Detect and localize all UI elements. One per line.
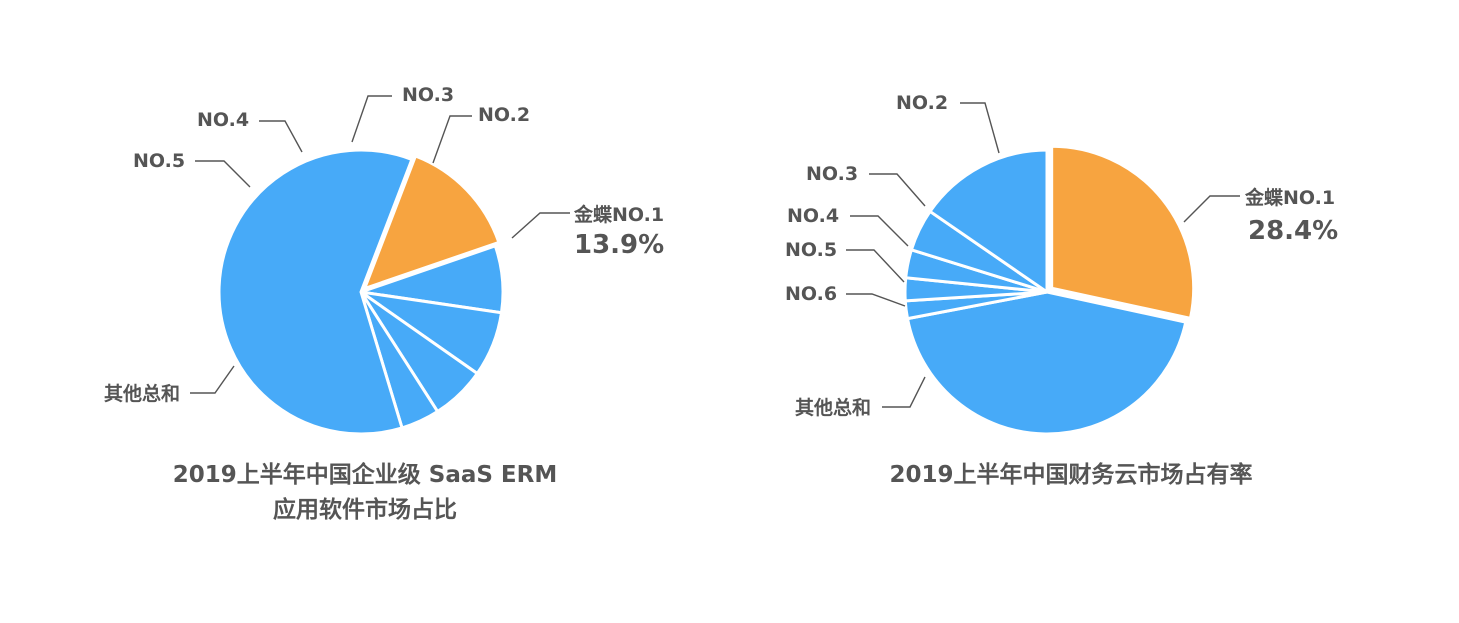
pie-erm-slice-1 (363, 154, 501, 291)
leader-fin-4 (850, 215, 909, 247)
label-erm-other: 其他总和 (104, 382, 180, 405)
value-fin-1: 28.4% (1248, 216, 1338, 246)
label-fin-2: NO.2 (896, 92, 948, 114)
pie-fin-labels: 金蝶NO.1 28.4% NO.2 NO.3 NO.4 NO.5 NO.6 其他… (785, 92, 1338, 419)
pie-erm-labels: 金蝶NO.1 13.9% NO.2 NO.3 NO.4 NO.5 其他总和 (104, 84, 664, 405)
leader-erm-3 (351, 95, 392, 143)
label-fin-4: NO.4 (787, 205, 839, 227)
leader-erm-4 (259, 120, 303, 153)
label-fin-other: 其他总和 (795, 396, 871, 419)
label-erm-4: NO.4 (197, 109, 249, 131)
label-erm-5: NO.5 (133, 150, 185, 172)
label-fin-1: 金蝶NO.1 (1244, 186, 1335, 209)
label-fin-5: NO.5 (785, 239, 837, 261)
chart-title-finance-cloud: 2019上半年中国财务云市场占有率 (889, 461, 1252, 488)
leader-erm-5 (195, 160, 251, 188)
leader-fin-2 (960, 102, 1000, 154)
label-fin-6: NO.6 (785, 283, 837, 305)
chart-title-erm-line1: 2019上半年中国企业级 SaaS ERM (173, 461, 558, 488)
pie-fin-slice-1 (1050, 144, 1196, 320)
label-erm-3: NO.3 (402, 84, 454, 106)
pie-fin-slice-7 (928, 148, 1049, 294)
leader-erm-1 (511, 212, 570, 239)
chart-title-erm-line2: 应用软件市场占比 (273, 496, 457, 523)
value-erm-1: 13.9% (574, 230, 664, 260)
leader-fin-1 (1183, 195, 1240, 223)
label-erm-2: NO.2 (478, 104, 530, 126)
leader-fin-other (882, 376, 926, 408)
label-erm-1: 金蝶NO.1 (573, 203, 664, 226)
leader-fin-5 (846, 249, 905, 283)
pie-chart-finance-cloud: 金蝶NO.1 28.4% NO.2 NO.3 NO.4 NO.5 NO.6 其他… (785, 92, 1338, 488)
leader-erm-other (190, 365, 235, 394)
pie-erm-slice-6 (217, 148, 414, 436)
label-fin-3: NO.3 (806, 163, 858, 185)
pie-fin-slice-2 (906, 290, 1188, 436)
leader-erm-2 (432, 115, 472, 164)
leader-fin-6 (846, 293, 906, 307)
pie-chart-erm: 金蝶NO.1 13.9% NO.2 NO.3 NO.4 NO.5 其他总和 20… (104, 84, 664, 523)
leader-fin-3 (869, 173, 926, 207)
